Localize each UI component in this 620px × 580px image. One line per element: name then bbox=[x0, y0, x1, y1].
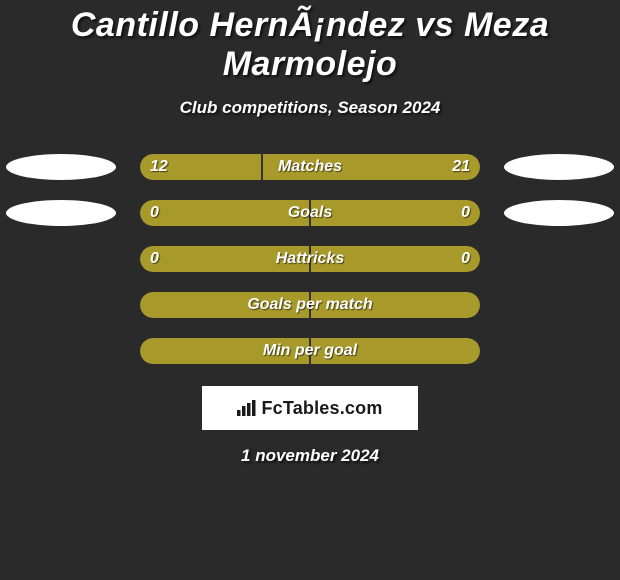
stat-value-left: 0 bbox=[150, 200, 159, 226]
stat-row: Min per goal bbox=[0, 338, 620, 364]
stat-label: Matches bbox=[140, 154, 480, 180]
brand-box: FcTables.com bbox=[202, 386, 418, 430]
bar-chart-icon bbox=[237, 400, 257, 416]
team-badge-left bbox=[6, 200, 116, 226]
stat-bar: Matches12 21 bbox=[140, 154, 480, 180]
stat-row: Goals per match bbox=[0, 292, 620, 318]
stat-label: Hattricks bbox=[140, 246, 480, 272]
stat-rows: Matches1221Goals00Hattricks00Goals per m… bbox=[0, 154, 620, 364]
stat-value-left: 12 bbox=[150, 154, 168, 180]
stat-value-right: 0 bbox=[461, 246, 470, 272]
stat-row: Hattricks0 0 bbox=[0, 246, 620, 272]
stat-value-left: 0 bbox=[150, 246, 159, 272]
stat-bar: Hattricks0 0 bbox=[140, 246, 480, 272]
team-badge-right bbox=[504, 200, 614, 226]
stat-value-right: 0 bbox=[461, 200, 470, 226]
team-badge-left bbox=[6, 154, 116, 180]
stat-value-right: 21 bbox=[452, 154, 470, 180]
team-badge-right bbox=[504, 154, 614, 180]
stat-label: Goals per match bbox=[140, 292, 480, 318]
stat-label: Min per goal bbox=[140, 338, 480, 364]
brand-name: FcTables.com bbox=[261, 398, 382, 419]
stat-bar: Goals0 0 bbox=[140, 200, 480, 226]
stat-row: Matches12 21 bbox=[0, 154, 620, 180]
stat-bar: Min per goal bbox=[140, 338, 480, 364]
date-line: 1 november 2024 bbox=[241, 446, 379, 466]
page-subtitle: Club competitions, Season 2024 bbox=[180, 98, 441, 118]
stat-label: Goals bbox=[140, 200, 480, 226]
stat-bar: Goals per match bbox=[140, 292, 480, 318]
stat-row: Goals0 0 bbox=[0, 200, 620, 226]
page-title: Cantillo HernÃ¡ndez vs Meza Marmolejo bbox=[0, 6, 620, 84]
comparison-widget: Cantillo HernÃ¡ndez vs Meza Marmolejo Cl… bbox=[0, 0, 620, 466]
